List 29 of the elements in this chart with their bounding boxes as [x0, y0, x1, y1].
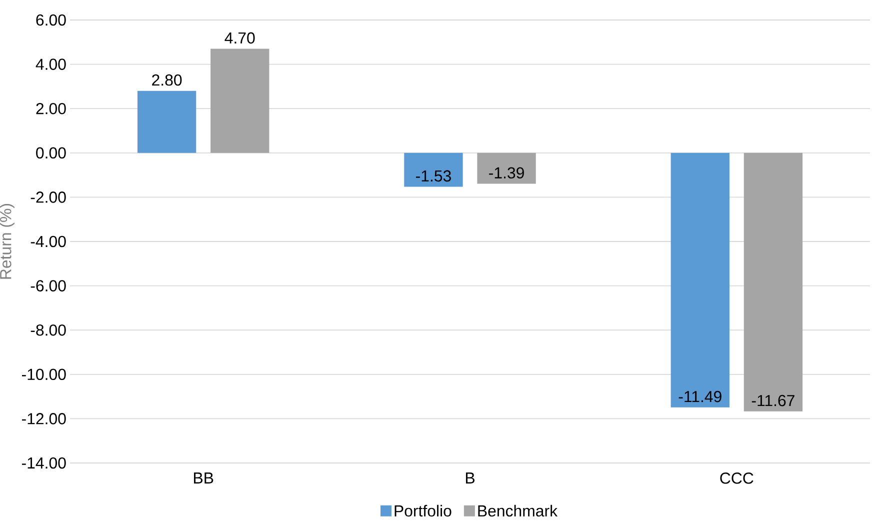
- y-axis-title: Return (%): [0, 204, 14, 279]
- y-tick-label: 6.00: [36, 14, 66, 26]
- bar: [477, 152, 536, 184]
- bar: [137, 90, 196, 153]
- y-tick-label: -2.00: [30, 192, 66, 203]
- data-label: -1.53: [416, 170, 451, 182]
- y-tick-label: 0.00: [36, 147, 66, 159]
- bar: [744, 152, 803, 412]
- bar: [670, 152, 730, 408]
- legend-label: Portfolio: [394, 504, 452, 517]
- y-tick-label: 2.00: [36, 102, 66, 114]
- y-tick-label: -8.00: [30, 324, 66, 336]
- data-label: 2.80: [152, 74, 182, 86]
- y-tick-label: -10.00: [22, 368, 66, 380]
- data-label: -1.39: [489, 167, 524, 178]
- legend-label: Benchmark: [478, 504, 558, 517]
- y-tick-label: -12.00: [22, 413, 66, 424]
- bar: [404, 152, 463, 187]
- data-label: 4.70: [224, 32, 255, 44]
- y-tick-label: -14.00: [22, 457, 66, 469]
- y-tick-label: 4.00: [36, 58, 66, 70]
- x-tick-label: CCC: [720, 472, 754, 484]
- data-label: -11.49: [678, 390, 722, 402]
- x-tick-label: BB: [194, 472, 214, 484]
- y-tick-label: -4.00: [30, 236, 66, 248]
- x-tick-label: B: [466, 472, 474, 484]
- data-label: -11.67: [752, 394, 794, 406]
- y-tick-label: -6.00: [30, 280, 66, 292]
- bar: [210, 48, 270, 153]
